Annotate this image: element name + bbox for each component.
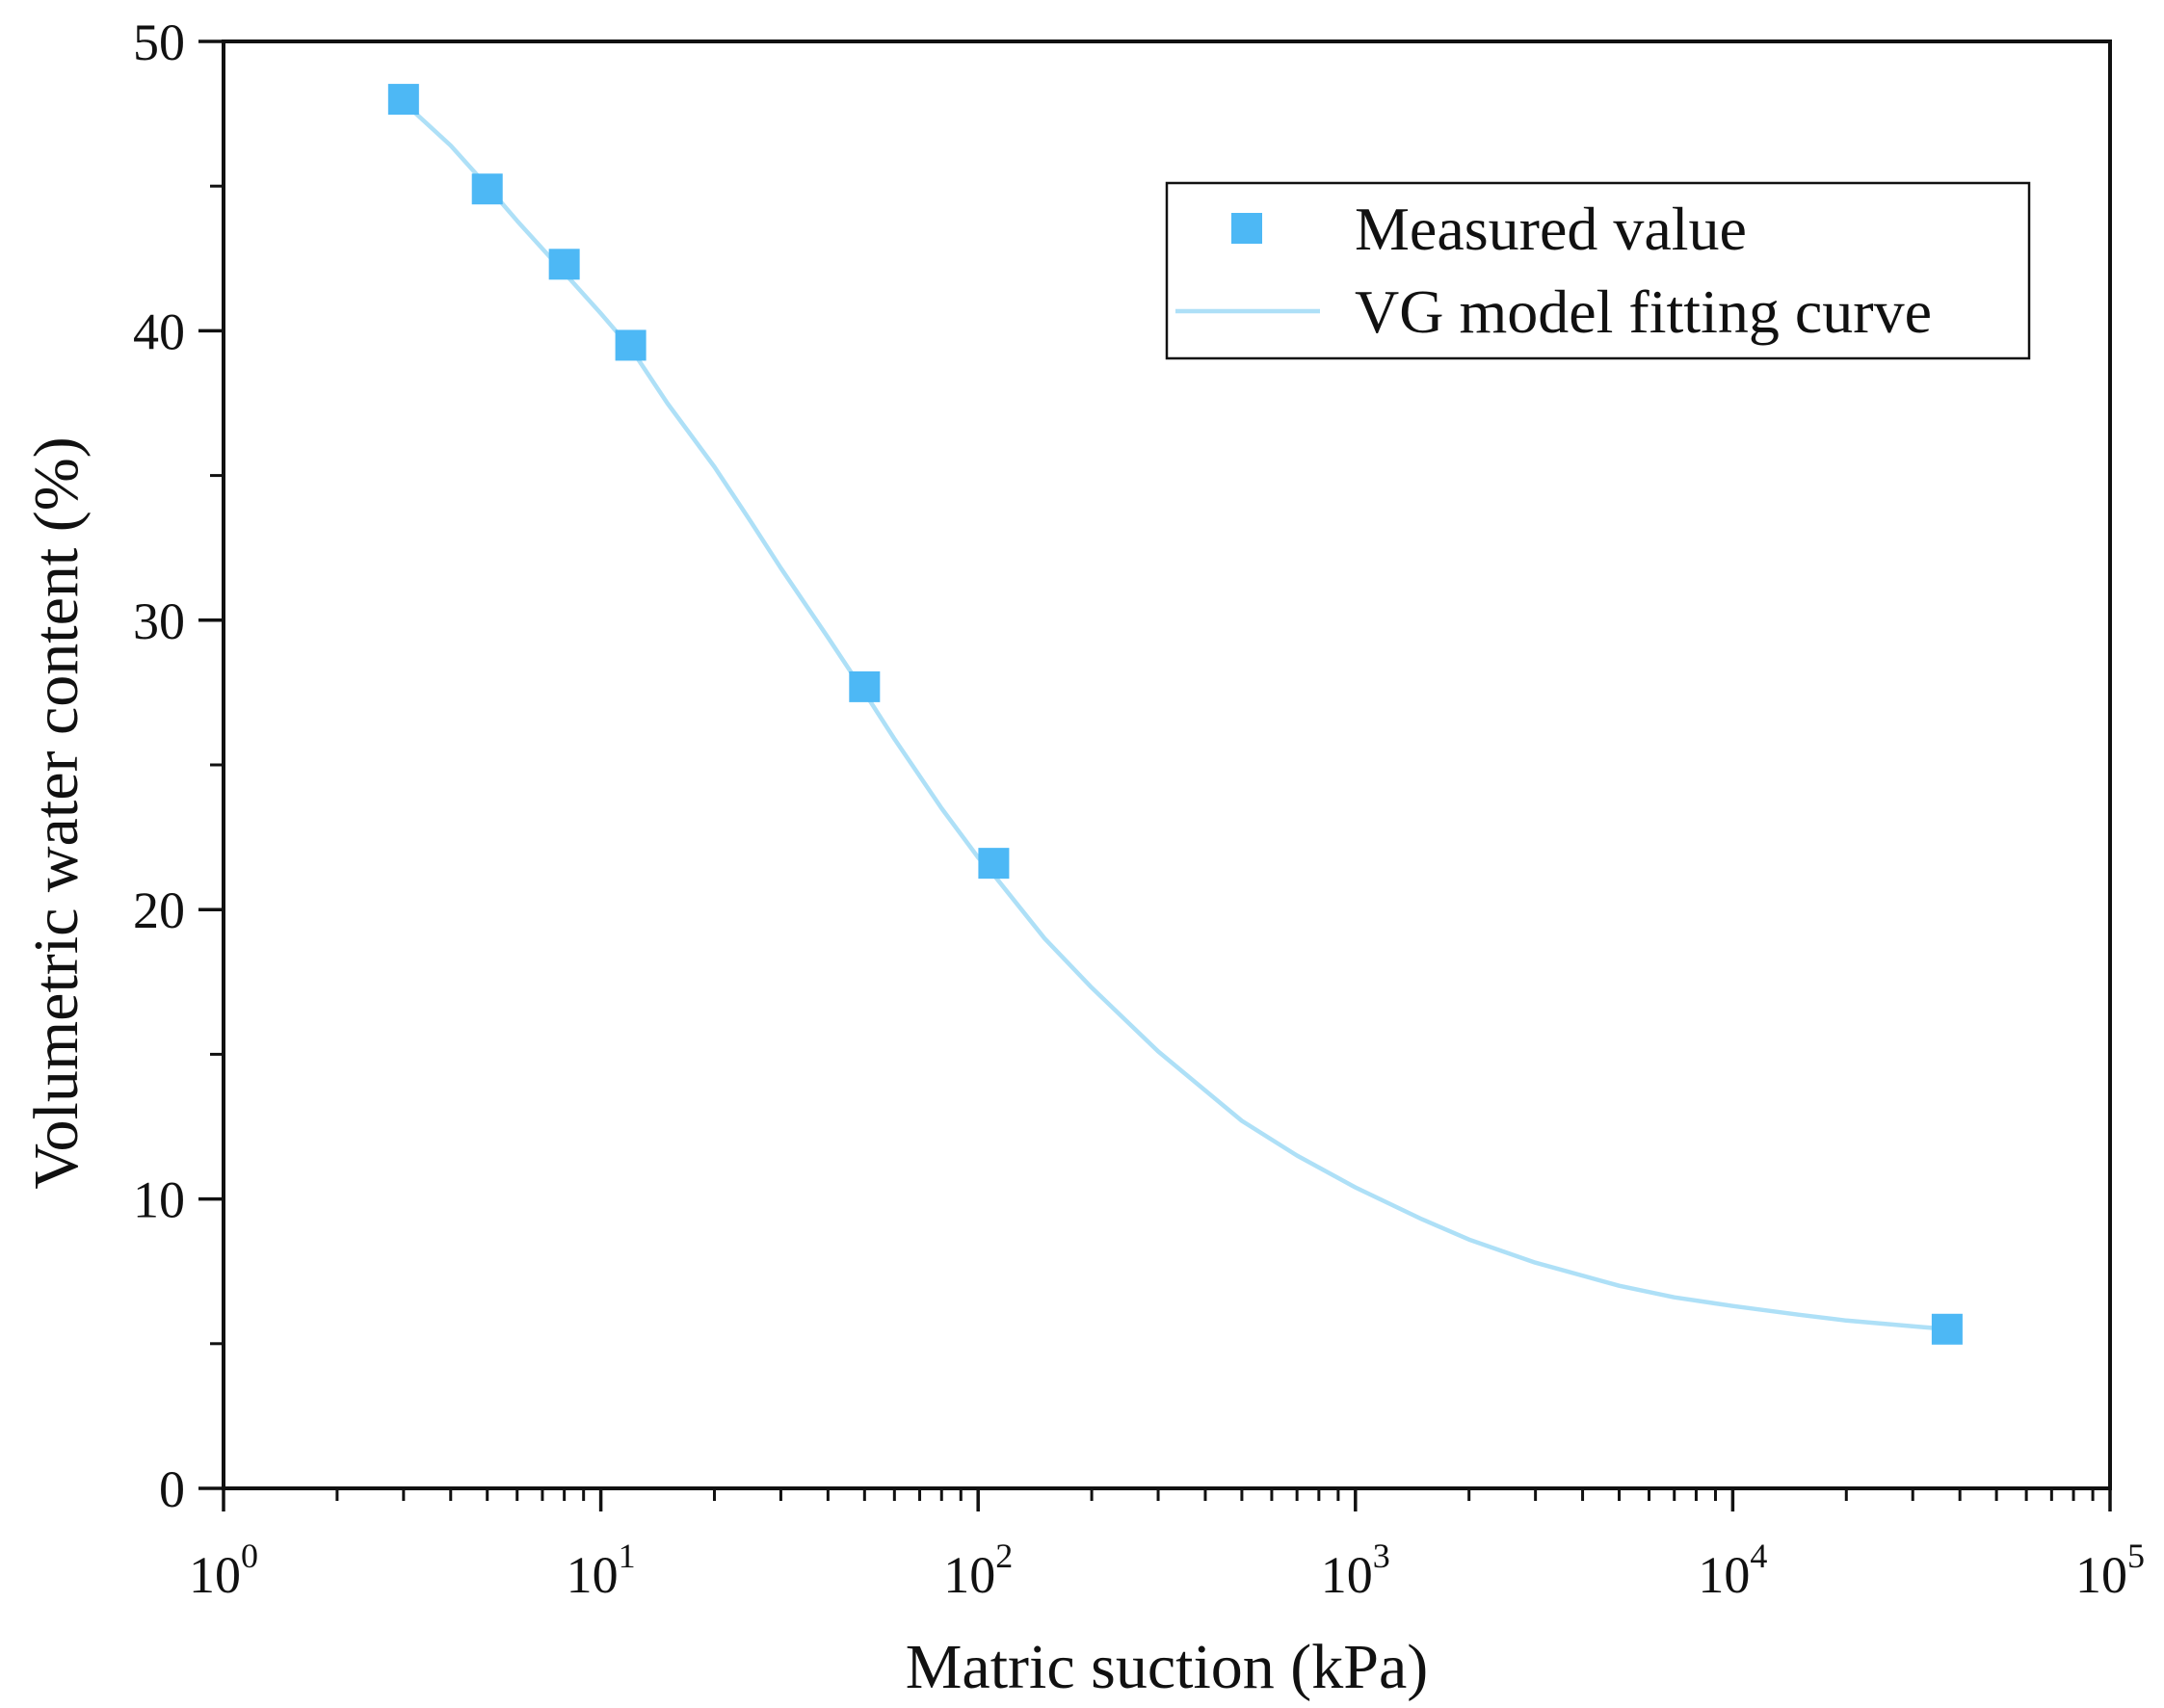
y-tick-label: 40 [133,302,185,360]
measured-point [1931,1313,1963,1345]
tick-labels: 100 101 102 103 104 105 0 10 20 30 40 50 [133,13,2145,1604]
x-tick-label: 103 [1321,1537,1390,1604]
y-tick-label: 30 [133,592,185,650]
x-tick-label: 101 [567,1537,636,1604]
measured-point [471,173,503,205]
marker-layer [387,84,1963,1345]
measured-point [548,249,580,280]
legend-marker-swatch [1231,213,1262,244]
x-tick-label: 104 [1698,1537,1767,1604]
x-axis-title: Matric suction (kPa) [906,1632,1429,1702]
measured-point [849,670,881,702]
measured-point [387,84,419,116]
x-tick-label: 102 [943,1537,1013,1604]
y-tick-label: 50 [133,13,185,71]
measured-point [615,329,647,361]
x-tick-label: 100 [189,1537,258,1604]
measured-point [978,848,1010,880]
plot-frame [222,39,2112,1490]
y-tick-label: 10 [133,1171,185,1229]
x-tick-label: 105 [2075,1537,2145,1604]
tick-marks [198,39,2112,1511]
legend-label-vg-curve: VG model fitting curve [1355,277,1932,346]
y-axis-title: Volumetric water content (%) [21,436,92,1189]
legend-box [1165,181,2031,360]
legend-label-measured: Measured value [1355,195,1747,263]
y-tick-label: 20 [133,881,185,939]
legend: Measured value VG model fitting curve [1165,181,2031,360]
y-tick-label: 0 [159,1460,185,1518]
